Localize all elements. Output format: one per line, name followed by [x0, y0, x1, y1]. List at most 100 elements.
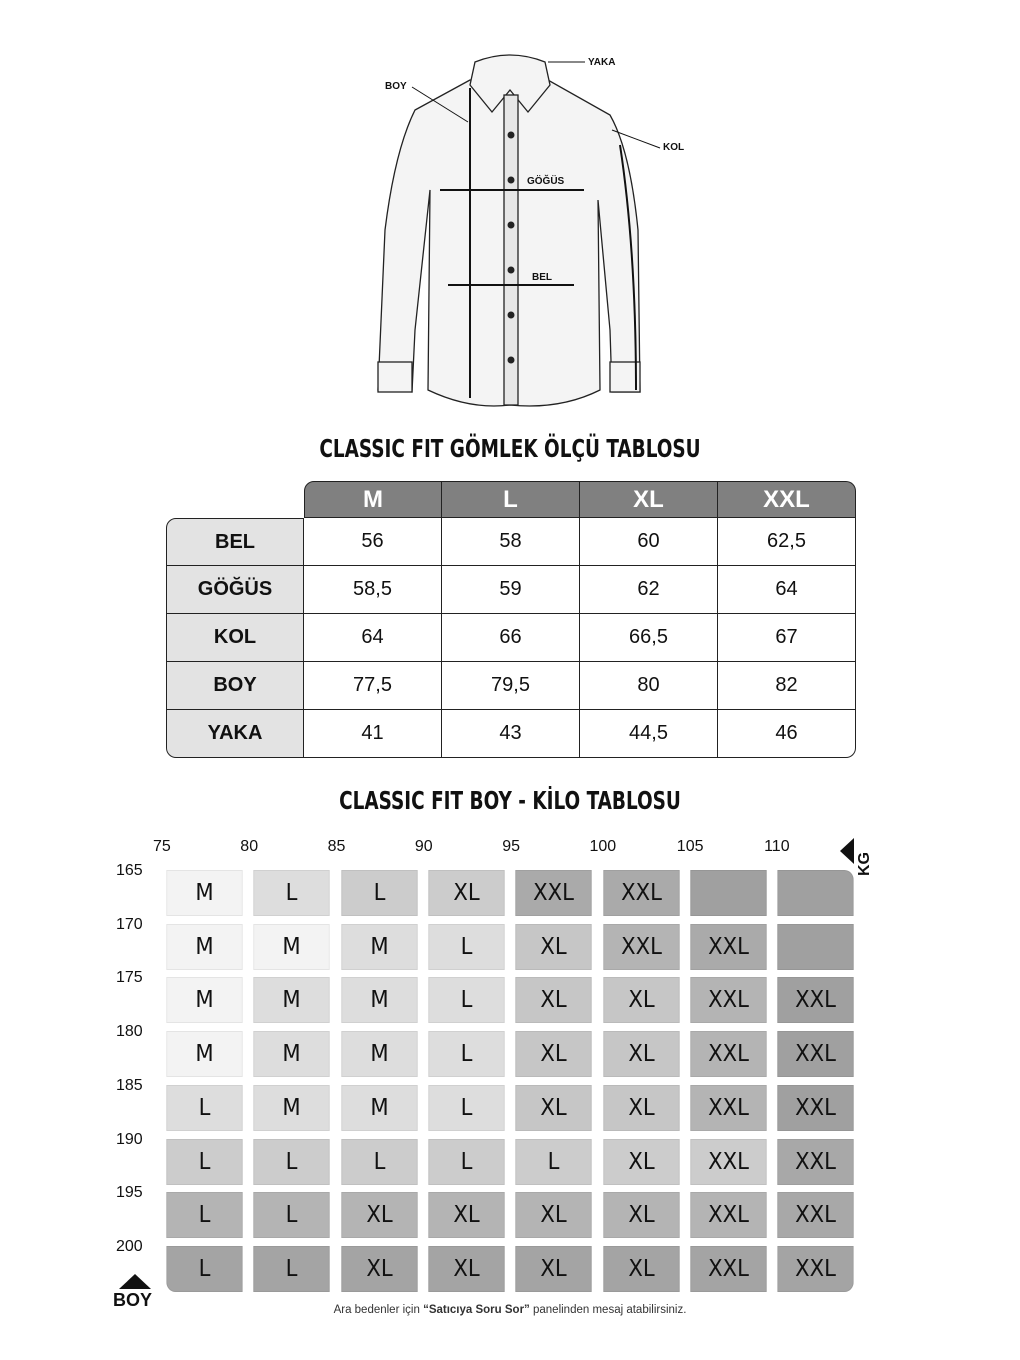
measure-value: 60 [580, 518, 718, 566]
kg-tick: 95 [502, 838, 520, 855]
footnote: Ara bedenler için “Satıcıya Soru Sor” pa… [333, 1304, 687, 1316]
measure-value: 64 [718, 566, 856, 614]
size-cell [777, 870, 854, 916]
boy-kilo-title: CLASSIC FIT BOY - KİLO TABLOSU [339, 786, 681, 815]
size-cell: XL [515, 1245, 592, 1292]
label-boy: BOY [385, 81, 407, 92]
size-cell: XL [515, 1192, 592, 1239]
measure-table: M L XL XXL BEL 56 58 60 62,5 GÖĞÜS 58,5 59 62 64 K… [166, 481, 856, 758]
measure-value: 64 [304, 614, 442, 662]
size-cell: M [166, 923, 243, 970]
size-header: XXL [718, 481, 856, 518]
size-cell: XXL [777, 1138, 854, 1185]
size-cell: XXL [777, 977, 854, 1024]
kg-tick: 100 [589, 838, 617, 855]
size-cell: XL [515, 977, 592, 1024]
row-label: BOY [166, 662, 304, 710]
shirt-diagram [377, 54, 661, 407]
size-cell: L [253, 1138, 330, 1185]
size-cell: XXL [515, 870, 592, 916]
size-cell: XL [515, 1084, 592, 1131]
row-label: GÖĞÜS [166, 566, 304, 614]
size-cell: XL [515, 923, 592, 970]
measure-value: 59 [442, 566, 580, 614]
measure-value: 46 [718, 710, 856, 758]
size-cell: M [166, 977, 243, 1024]
size-cell: M [166, 870, 243, 916]
measure-value: 58 [442, 518, 580, 566]
size-cell: XL [428, 1192, 505, 1239]
size-cell: L [166, 1192, 243, 1239]
kg-tick: 75 [153, 838, 171, 855]
size-cell: M [340, 977, 418, 1024]
measure-value: 66 [442, 614, 580, 662]
size-cell: M [340, 1031, 418, 1078]
size-cell: XL [340, 1192, 418, 1239]
size-cell: XL [340, 1245, 418, 1292]
measure-row: BEL 56 58 60 62,5 [166, 518, 856, 566]
kg-arrow-icon [840, 838, 854, 864]
measure-value: 58,5 [304, 566, 442, 614]
boy-tick: 190 [116, 1130, 143, 1148]
size-cell: XXL [690, 1245, 767, 1292]
size-cell: XL [428, 870, 505, 916]
measure-value: 77,5 [304, 662, 442, 710]
size-cell: M [253, 923, 330, 970]
row-label: KOL [166, 614, 304, 662]
measure-value: 62 [580, 566, 718, 614]
size-cell: L [253, 1245, 330, 1292]
measure-row: YAKA 41 43 44,5 46 [166, 710, 856, 758]
size-cell: L [428, 1084, 505, 1131]
size-cell: XXL [690, 1192, 767, 1239]
kg-tick: 85 [327, 838, 346, 855]
measure-value: 80 [580, 662, 718, 710]
boy-tick: 200 [116, 1237, 143, 1255]
kg-tick: 105 [676, 838, 704, 855]
size-cell: XXL [690, 977, 767, 1024]
measure-value: 43 [442, 710, 580, 758]
row-label: BEL [166, 518, 304, 566]
size-cell: XL [428, 1245, 505, 1292]
size-cell [777, 923, 854, 970]
boy-arrow-icon [119, 1274, 151, 1289]
measure-value: 67 [718, 614, 856, 662]
measure-value: 44,5 [580, 710, 718, 758]
label-kol: KOL [663, 142, 685, 153]
measure-table-title: CLASSIC FIT GÖMLEK ÖLÇÜ TABLOSU [319, 434, 701, 463]
size-cell: XXL [602, 923, 680, 970]
size-cell: XXL [602, 870, 680, 916]
size-header: XL [580, 481, 718, 518]
measure-row: KOL 64 66 66,5 67 [166, 614, 856, 662]
size-cell: L [166, 1245, 243, 1292]
kg-tick: 80 [240, 838, 259, 855]
measure-value: 41 [304, 710, 442, 758]
kg-label: KG [856, 852, 873, 876]
row-label: YAKA [166, 710, 304, 758]
label-gogus: GÖĞÜS [527, 176, 565, 187]
measure-value: 66,5 [580, 614, 718, 662]
size-cell: L [340, 870, 418, 916]
size-cell: L [428, 977, 505, 1024]
measure-value: 62,5 [718, 518, 856, 566]
size-cell: XL [515, 1031, 592, 1078]
size-cell: XL [602, 1031, 680, 1078]
size-cell: M [253, 1084, 330, 1131]
measure-value: 56 [304, 518, 442, 566]
size-cell: XXL [777, 1192, 854, 1239]
size-cell: XXL [690, 1031, 767, 1078]
size-cell: XL [602, 1138, 680, 1185]
boy-tick: 180 [116, 1023, 143, 1041]
label-bel: BEL [532, 272, 552, 283]
measure-value: 79,5 [442, 662, 580, 710]
boy-label: BOY [113, 1290, 153, 1310]
kg-tick: 90 [414, 838, 433, 855]
size-cell: L [166, 1138, 243, 1185]
size-cell: XXL [777, 1031, 854, 1078]
size-cell: XL [602, 1192, 680, 1239]
size-header: L [442, 481, 580, 518]
size-cell: L [428, 1138, 505, 1185]
size-cell: L [428, 1031, 505, 1078]
size-cell: L [253, 1192, 330, 1239]
size-cell: L [253, 870, 330, 916]
size-cell: M [253, 977, 330, 1024]
